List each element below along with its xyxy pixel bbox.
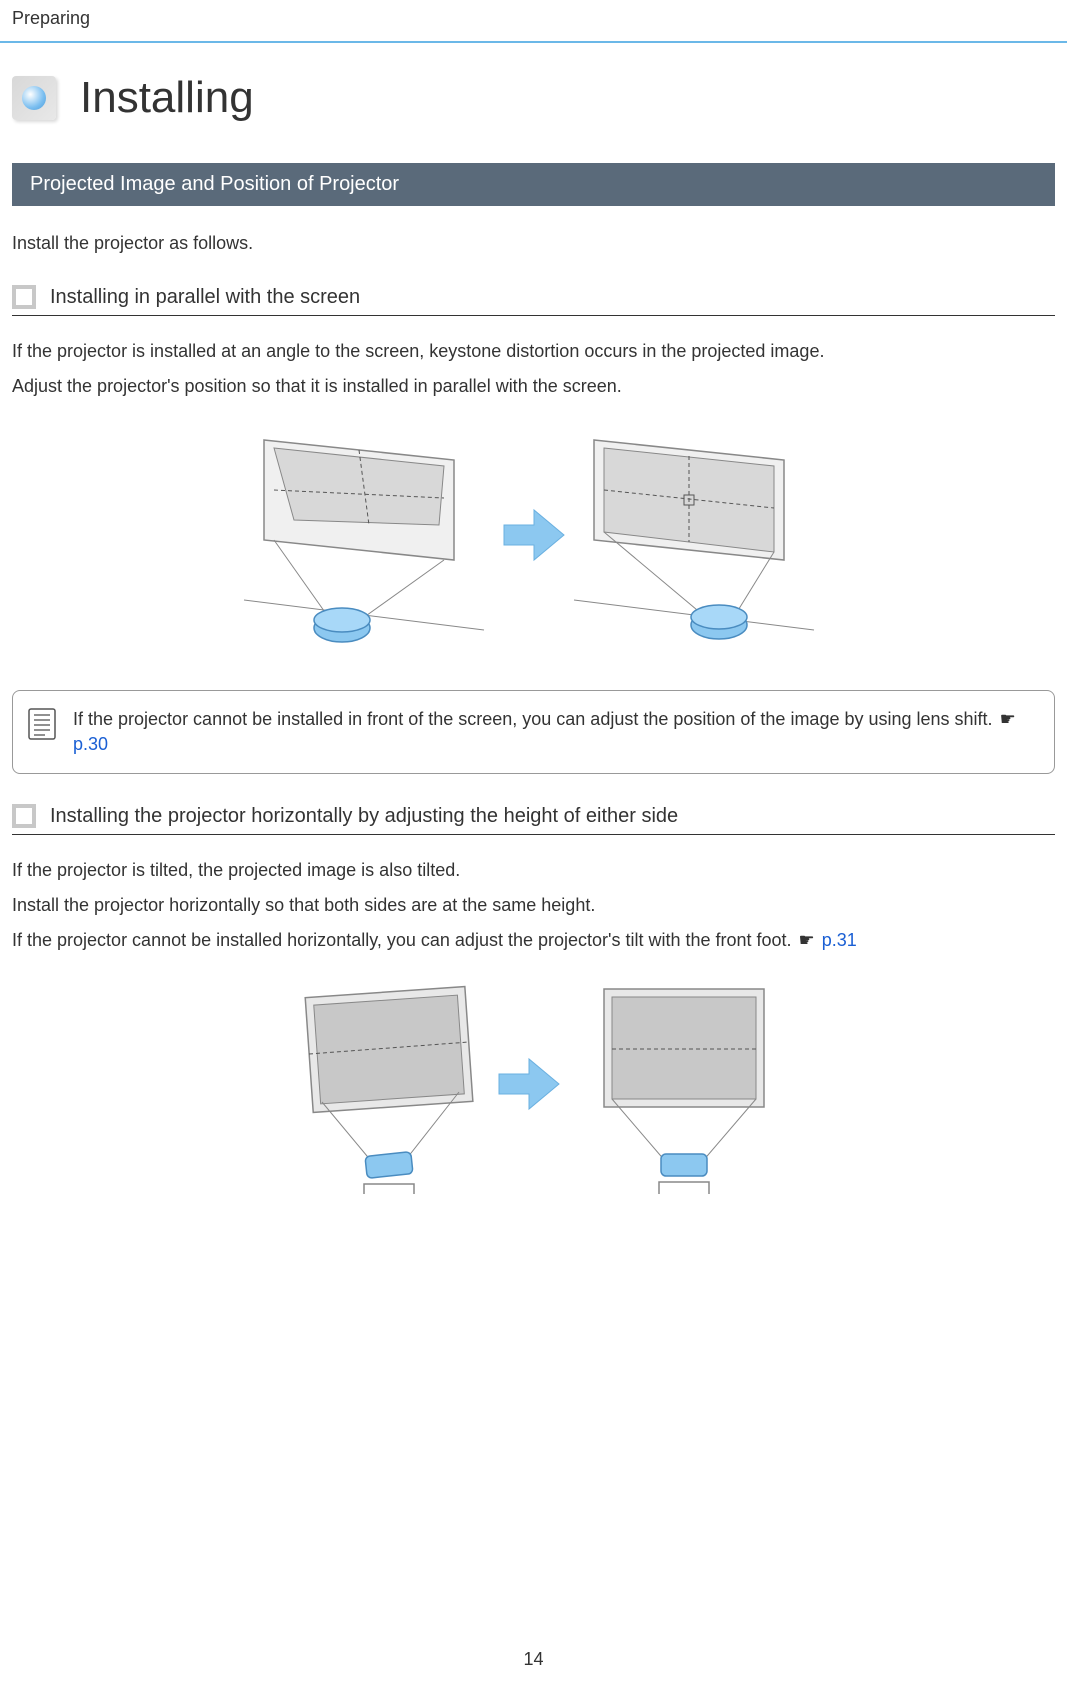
parallel-install-diagram — [234, 420, 834, 660]
subsection-1-para-2: Adjust the projector's position so that … — [12, 373, 1055, 400]
subsection-2-header: Installing the projector horizontally by… — [12, 804, 1055, 828]
subsection-2-para-3-before: If the projector cannot be installed hor… — [12, 930, 797, 950]
breadcrumb: Preparing — [12, 8, 90, 28]
horizontal-install-diagram — [274, 974, 794, 1204]
section-heading: Projected Image and Position of Projecto… — [12, 163, 1055, 206]
diagram-2 — [12, 974, 1055, 1204]
subsection-1-title: Installing in parallel with the screen — [50, 286, 360, 309]
page-number: 14 — [0, 1649, 1067, 1670]
link-p30[interactable]: p.30 — [73, 734, 108, 754]
subsection-2-para-2: Install the projector horizontally so th… — [12, 892, 1055, 919]
title-bullet-icon — [12, 76, 56, 120]
subsection-1-para-1: If the projector is installed at an angl… — [12, 338, 1055, 365]
link-p31[interactable]: p.31 — [822, 930, 857, 950]
subsection-bullet-icon — [12, 804, 36, 828]
note-1-text: If the projector cannot be installed in … — [73, 707, 1040, 757]
subsection-1-header: Installing in parallel with the screen — [12, 285, 1055, 309]
divider — [12, 315, 1055, 316]
title-row: Installing — [12, 73, 1055, 123]
pointer-icon: ☛ — [1000, 709, 1016, 729]
note-1-text-before: If the projector cannot be installed in … — [73, 709, 998, 729]
page-title: Installing — [80, 73, 254, 123]
subsection-2-title: Installing the projector horizontally by… — [50, 805, 678, 828]
note-icon — [27, 707, 57, 741]
intro-text: Install the projector as follows. — [12, 230, 1055, 257]
diagram-1 — [12, 420, 1055, 660]
divider — [12, 834, 1055, 835]
subsection-2-para-3: If the projector cannot be installed hor… — [12, 927, 1055, 954]
subsection-2-para-1: If the projector is tilted, the projecte… — [12, 857, 1055, 884]
page-header: Preparing — [0, 0, 1067, 43]
note-box-1: If the projector cannot be installed in … — [12, 690, 1055, 774]
content: Installing Projected Image and Position … — [0, 43, 1067, 1204]
subsection-bullet-icon — [12, 285, 36, 309]
pointer-icon: ☛ — [799, 930, 815, 950]
